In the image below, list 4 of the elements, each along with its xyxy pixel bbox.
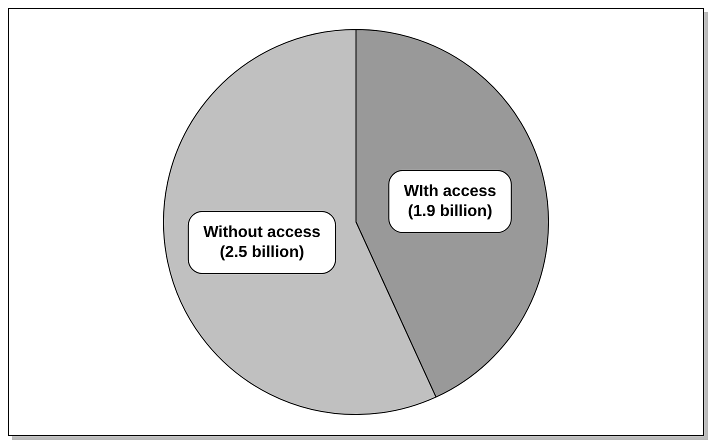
data-label: (2.5 billion) [220, 244, 304, 261]
slice-label: WIth access [404, 182, 496, 200]
slice-label: Without access [203, 224, 321, 241]
data-label: (1.9 billion) [408, 202, 492, 220]
